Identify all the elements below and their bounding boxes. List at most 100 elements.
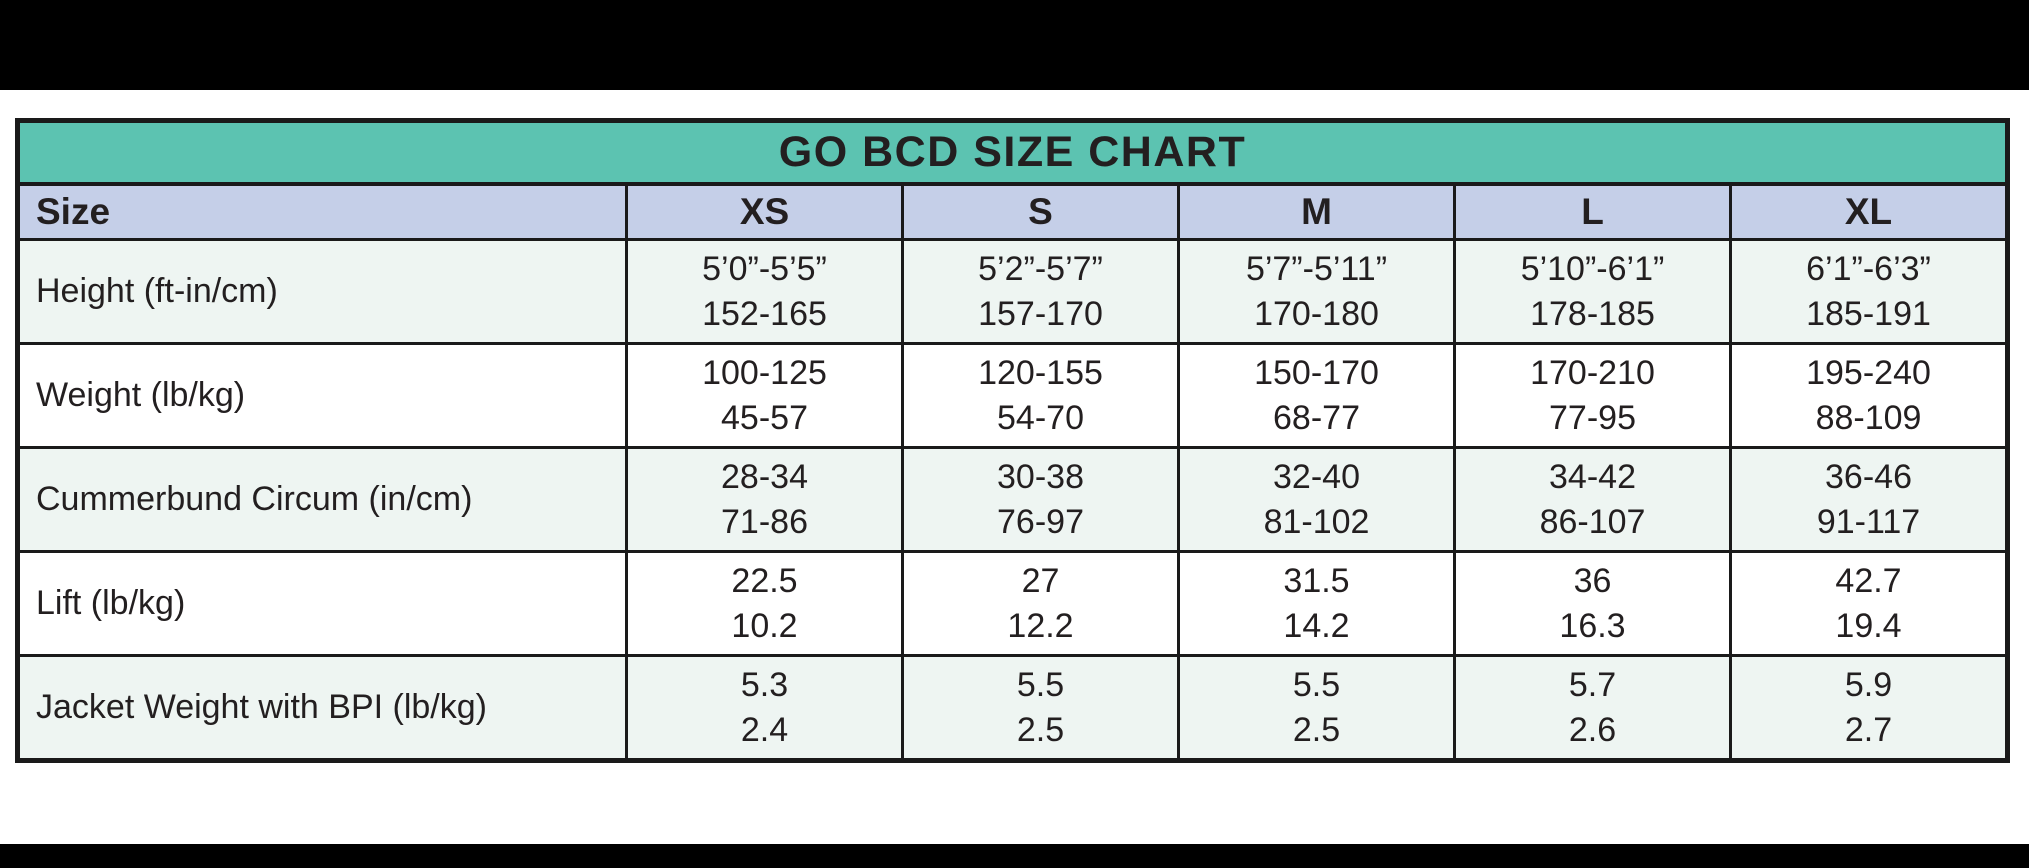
value-cell: 28-34 71-86 — [625, 446, 904, 553]
value-line: 54-70 — [997, 398, 1084, 437]
value-cell: 150-170 68-77 — [1177, 342, 1456, 449]
value-cell: 27 12.2 — [901, 550, 1180, 657]
value-line: 19.4 — [1835, 606, 1902, 645]
header-col-s: S — [901, 182, 1180, 241]
value-cell: 22.5 10.2 — [625, 550, 904, 657]
value-line: 5’0”-5’5” — [702, 249, 827, 288]
value-cell: 195-240 88-109 — [1729, 342, 2008, 449]
row-label: Cummerbund Circum (in/cm) — [17, 446, 628, 553]
bottom-black-bar — [0, 844, 2029, 868]
value-line: 36-46 — [1825, 457, 1912, 496]
value-line: 178-185 — [1530, 294, 1655, 333]
value-line: 45-57 — [721, 398, 808, 437]
value-line: 170-180 — [1254, 294, 1379, 333]
value-cell: 36 16.3 — [1453, 550, 1732, 657]
value-line: 76-97 — [997, 502, 1084, 541]
value-cell: 5.9 2.7 — [1729, 654, 2008, 761]
value-line: 31.5 — [1283, 561, 1350, 600]
value-cell: 5.5 2.5 — [1177, 654, 1456, 761]
value-line: 152-165 — [702, 294, 827, 333]
value-line: 27 — [1021, 561, 1060, 600]
value-line: 170-210 — [1530, 353, 1655, 392]
value-cell: 5’7”-5’11” 170-180 — [1177, 238, 1456, 345]
value-line: 5’10”-6’1” — [1520, 249, 1665, 288]
value-line: 195-240 — [1806, 353, 1931, 392]
value-line: 81-102 — [1263, 502, 1370, 541]
value-cell: 120-155 54-70 — [901, 342, 1180, 449]
value-line: 10.2 — [731, 606, 798, 645]
value-line: 120-155 — [978, 353, 1103, 392]
value-line: 150-170 — [1254, 353, 1379, 392]
value-line: 185-191 — [1806, 294, 1931, 333]
value-cell: 5.5 2.5 — [901, 654, 1180, 761]
top-black-bar — [0, 0, 2029, 90]
value-cell: 30-38 76-97 — [901, 446, 1180, 553]
value-cell: 6’1”-6’3” 185-191 — [1729, 238, 2008, 345]
row-label: Weight (lb/kg) — [17, 342, 628, 449]
value-line: 14.2 — [1283, 606, 1350, 645]
value-line: 2.6 — [1568, 710, 1617, 749]
value-cell: 5.7 2.6 — [1453, 654, 1732, 761]
chart-title: GO BCD SIZE CHART — [17, 120, 2008, 186]
value-line: 86-107 — [1539, 502, 1646, 541]
table-row: Height (ft-in/cm) 5’0”-5’5” 152-165 5’2”-5’… — [17, 238, 2008, 345]
value-line: 157-170 — [978, 294, 1103, 333]
value-line: 36 — [1573, 561, 1612, 600]
header-size-label: Size — [17, 182, 628, 241]
value-line: 28-34 — [721, 457, 808, 496]
size-chart-table: GO BCD SIZE CHART Size XS S M L XL Heigh… — [15, 118, 2010, 763]
value-cell: 5.3 2.4 — [625, 654, 904, 761]
size-header-row: Size XS S M L XL — [17, 182, 2008, 241]
row-label: Lift (lb/kg) — [17, 550, 628, 657]
value-line: 88-109 — [1815, 398, 1922, 437]
value-line: 5.7 — [1568, 665, 1617, 704]
table-row: Jacket Weight with BPI (lb/kg) 5.3 2.4 5.5 2… — [17, 654, 2008, 761]
value-cell: 100-125 45-57 — [625, 342, 904, 449]
row-label: Jacket Weight with BPI (lb/kg) — [17, 654, 628, 761]
value-line: 5.5 — [1016, 665, 1065, 704]
value-cell: 42.7 19.4 — [1729, 550, 2008, 657]
value-line: 68-77 — [1273, 398, 1360, 437]
value-line: 71-86 — [721, 502, 808, 541]
value-line: 32-40 — [1273, 457, 1360, 496]
value-line: 34-42 — [1549, 457, 1636, 496]
value-cell: 36-46 91-117 — [1729, 446, 2008, 553]
value-line: 6’1”-6’3” — [1806, 249, 1931, 288]
table-row: Weight (lb/kg) 100-125 45-57 120-155 54-70 15… — [17, 342, 2008, 449]
table-row: Cummerbund Circum (in/cm) 28-34 71-86 30-38… — [17, 446, 2008, 553]
table-row: Lift (lb/kg) 22.5 10.2 27 12.2 31.5 14.2 36 16.3… — [17, 550, 2008, 657]
header-col-m: M — [1177, 182, 1456, 241]
value-line: 77-95 — [1549, 398, 1636, 437]
header-col-xl: XL — [1729, 182, 2008, 241]
value-line: 22.5 — [731, 561, 798, 600]
header-col-l: L — [1453, 182, 1732, 241]
value-line: 12.2 — [1007, 606, 1074, 645]
table-body: Height (ft-in/cm) 5’0”-5’5” 152-165 5’2”-5’… — [17, 238, 2008, 761]
value-line: 91-117 — [1816, 502, 1921, 541]
value-cell: 5’2”-5’7” 157-170 — [901, 238, 1180, 345]
size-chart-container: GO BCD SIZE CHART Size XS S M L XL Heigh… — [15, 118, 2010, 763]
value-line: 5.3 — [740, 665, 789, 704]
value-line: 5.9 — [1844, 665, 1893, 704]
header-col-xs: XS — [625, 182, 904, 241]
value-cell: 34-42 86-107 — [1453, 446, 1732, 553]
row-label: Height (ft-in/cm) — [17, 238, 628, 345]
value-line: 42.7 — [1835, 561, 1902, 600]
value-line: 2.5 — [1016, 710, 1065, 749]
value-cell: 5’0”-5’5” 152-165 — [625, 238, 904, 345]
value-line: 16.3 — [1559, 606, 1626, 645]
value-line: 2.7 — [1844, 710, 1893, 749]
value-line: 2.5 — [1292, 710, 1341, 749]
value-cell: 32-40 81-102 — [1177, 446, 1456, 553]
chart-title-row: GO BCD SIZE CHART — [17, 120, 2008, 186]
value-line: 30-38 — [997, 457, 1084, 496]
value-line: 5’7”-5’11” — [1245, 249, 1388, 288]
value-line: 2.4 — [740, 710, 789, 749]
value-cell: 5’10”-6’1” 178-185 — [1453, 238, 1732, 345]
value-line: 5.5 — [1292, 665, 1341, 704]
value-cell: 31.5 14.2 — [1177, 550, 1456, 657]
value-cell: 170-210 77-95 — [1453, 342, 1732, 449]
value-line: 5’2”-5’7” — [978, 249, 1103, 288]
value-line: 100-125 — [702, 353, 827, 392]
